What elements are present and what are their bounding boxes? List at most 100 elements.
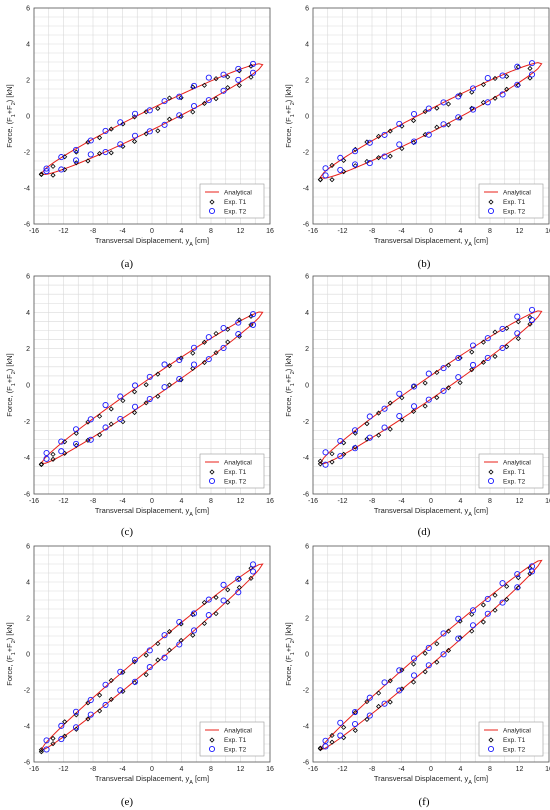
y-axis-label-part: 1 xyxy=(290,114,296,117)
point-exp-t2 xyxy=(72,157,80,164)
y-tick-label: -4 xyxy=(24,724,30,731)
point-exp-t1 xyxy=(166,363,173,369)
legend-swatch-exp-t1 xyxy=(488,199,494,205)
x-tick-label: 12 xyxy=(237,766,245,773)
point-exp-t1 xyxy=(155,128,161,134)
x-tick-label: 12 xyxy=(237,228,245,235)
x-axis-label-main: Transversal Displacement, y xyxy=(374,506,469,515)
point-exp-t2 xyxy=(131,403,139,410)
x-axis-label-unit: [cm] xyxy=(472,236,488,245)
y-tick-label: 4 xyxy=(305,42,309,49)
point-exp-t1 xyxy=(50,456,56,462)
point-exp-t2 xyxy=(72,146,80,153)
y-tick-label: 4 xyxy=(305,310,309,317)
point-exp-t2 xyxy=(72,724,80,731)
point-exp-t2 xyxy=(455,615,462,622)
point-exp-t2 xyxy=(205,97,212,104)
point-exp-t1 xyxy=(155,371,161,377)
point-exp-t1 xyxy=(376,703,382,710)
legend-label: Exp. T1 xyxy=(503,469,526,476)
x-axis-label: Transversal Displacement, yA [cm] xyxy=(95,774,209,786)
point-exp-t1 xyxy=(469,367,475,373)
point-exp-t2 xyxy=(396,120,403,127)
y-tick-label: 0 xyxy=(305,114,309,121)
point-exp-t2 xyxy=(249,568,257,575)
point-exp-t1 xyxy=(155,105,161,112)
point-exp-t2 xyxy=(469,622,477,629)
point-exp-t1 xyxy=(469,611,475,617)
y-tick-label: 6 xyxy=(305,544,309,551)
point-exp-t1 xyxy=(480,339,486,345)
legend-label: Analytical xyxy=(503,460,531,467)
point-exp-t2 xyxy=(351,427,359,434)
point-exp-t1 xyxy=(504,596,510,603)
point-exp-t2 xyxy=(58,722,65,729)
point-exp-t2 xyxy=(205,612,212,619)
point-exp-t2 xyxy=(43,165,50,172)
point-exp-t1 xyxy=(213,76,219,82)
y-tick-label: 4 xyxy=(26,580,30,587)
x-tick-label: -12 xyxy=(58,498,68,505)
x-tick-label: -16 xyxy=(308,498,318,505)
point-exp-t2 xyxy=(146,647,153,654)
y-axis-label-part: +F xyxy=(5,105,14,114)
point-exp-t2 xyxy=(322,172,329,179)
point-exp-t1 xyxy=(317,458,323,464)
point-exp-t2 xyxy=(117,119,124,126)
point-exp-t1 xyxy=(50,735,56,742)
point-exp-t1 xyxy=(178,95,184,101)
legend-label: Exp. T2 xyxy=(224,479,247,486)
point-exp-t1 xyxy=(190,350,196,356)
point-exp-t2 xyxy=(440,121,447,128)
point-exp-t1 xyxy=(201,82,207,88)
point-exp-t2 xyxy=(469,361,477,369)
point-exp-t2 xyxy=(440,630,447,637)
point-exp-t1 xyxy=(329,459,335,465)
point-exp-t1 xyxy=(225,587,231,593)
point-exp-t1 xyxy=(410,140,417,146)
point-exp-t2 xyxy=(425,662,432,669)
point-exp-t1 xyxy=(73,149,79,155)
point-exp-t1 xyxy=(387,128,393,134)
point-exp-t2 xyxy=(469,607,477,614)
point-exp-t1 xyxy=(317,461,323,467)
plot-frame xyxy=(312,275,550,495)
y-tick-label: 2 xyxy=(26,616,30,623)
point-exp-t1 xyxy=(225,85,231,91)
point-exp-t1 xyxy=(445,122,452,128)
point-exp-t1 xyxy=(236,82,242,88)
point-exp-t1 xyxy=(329,732,335,739)
legend-swatch-exp-t1 xyxy=(209,737,215,743)
series-analytical-line xyxy=(319,559,543,751)
point-exp-t2 xyxy=(117,687,124,694)
point-exp-t1 xyxy=(38,462,44,468)
point-exp-t1 xyxy=(131,138,138,145)
y-tick-label: -4 xyxy=(303,186,309,193)
point-exp-t2 xyxy=(381,700,388,707)
point-exp-t2 xyxy=(499,344,506,351)
series-analytical-line xyxy=(319,310,543,465)
point-exp-t1 xyxy=(445,628,452,634)
point-exp-t1 xyxy=(434,394,440,401)
x-axis-label: Transversal Displacement, yA [cm] xyxy=(374,774,488,786)
point-exp-t1 xyxy=(492,607,498,613)
point-exp-t2 xyxy=(205,334,212,341)
y-tick-label: 2 xyxy=(305,616,309,623)
legend-label: Exp. T1 xyxy=(503,737,526,744)
point-exp-t1 xyxy=(515,319,521,325)
point-exp-t1 xyxy=(329,451,335,457)
point-exp-t1 xyxy=(364,421,370,427)
point-exp-t2 xyxy=(455,635,462,642)
point-exp-t2 xyxy=(366,434,373,441)
point-exp-t2 xyxy=(161,361,168,368)
x-tick-label: 12 xyxy=(516,766,524,773)
point-exp-t2 xyxy=(440,651,447,658)
point-exp-t2 xyxy=(102,148,109,156)
point-exp-t1 xyxy=(108,696,114,702)
point-exp-t2 xyxy=(58,166,65,173)
point-exp-t2 xyxy=(43,449,50,457)
point-exp-t1 xyxy=(166,647,173,653)
point-exp-t2 xyxy=(117,668,124,675)
point-exp-t2 xyxy=(425,644,432,651)
x-tick-label: 4 xyxy=(180,228,184,235)
